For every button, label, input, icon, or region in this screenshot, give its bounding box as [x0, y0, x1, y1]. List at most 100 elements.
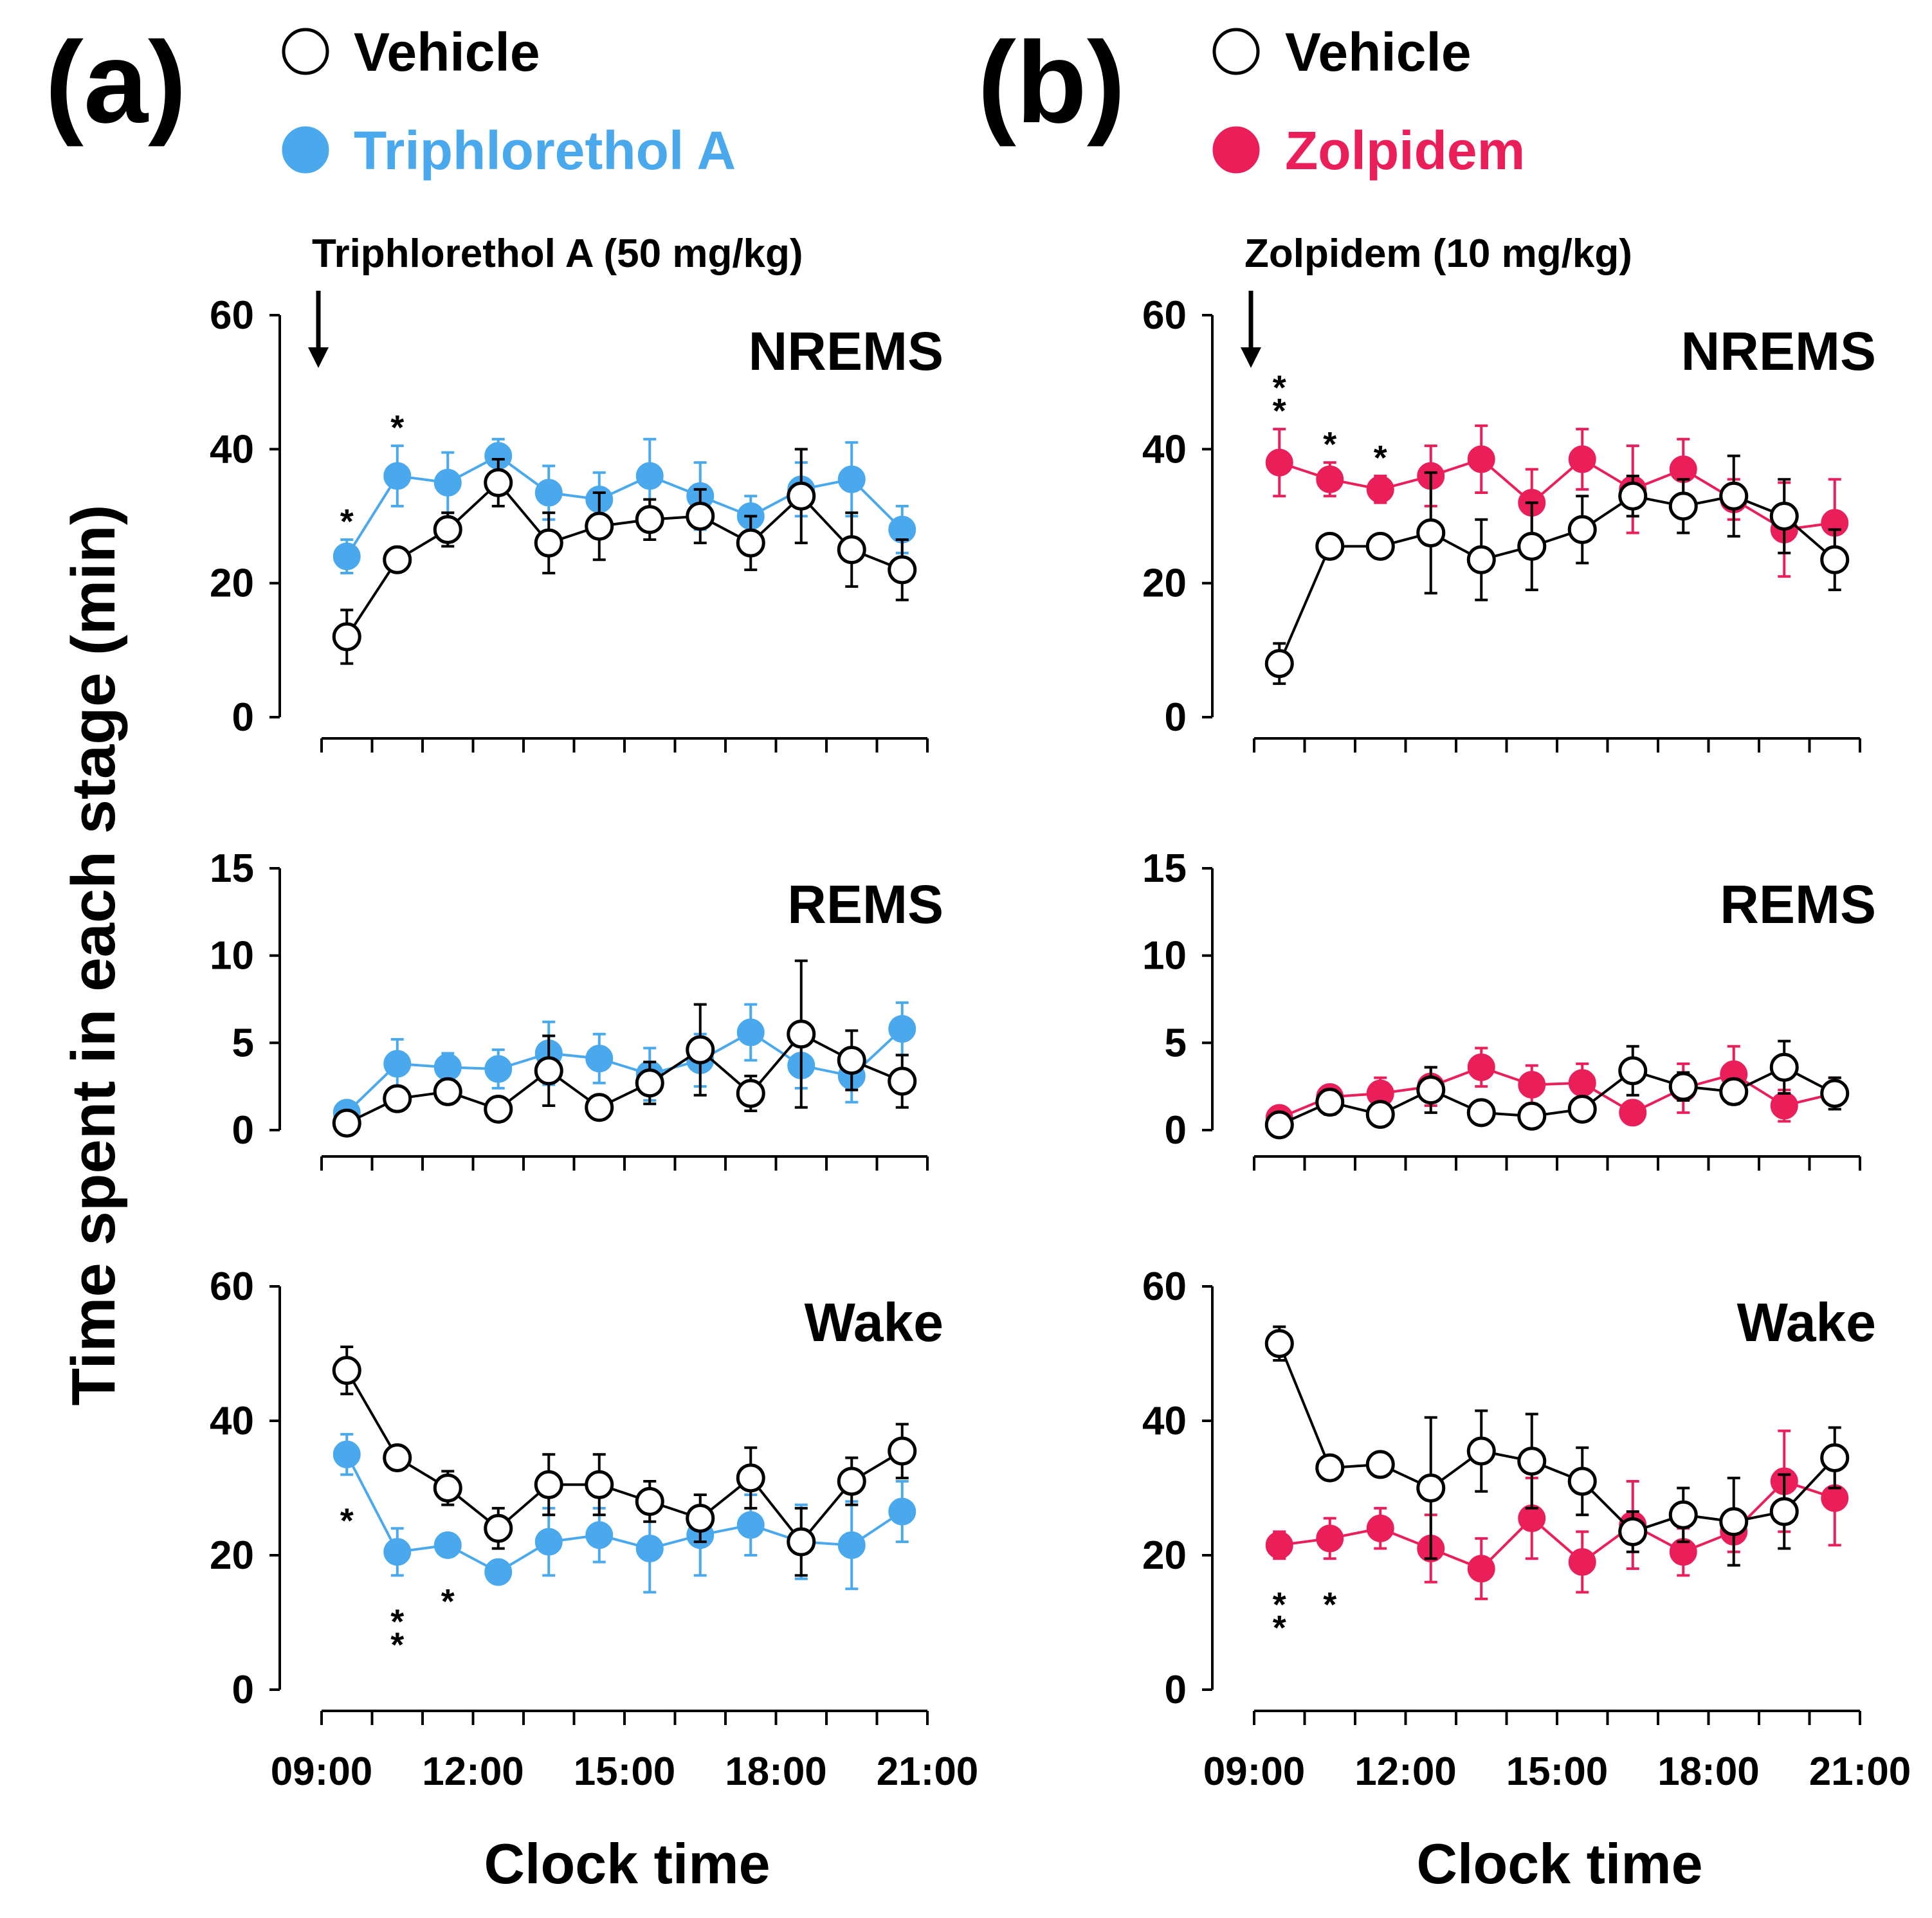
point-vehicle-b-nrems — [1365, 531, 1395, 561]
point-vehicle-a-rems — [383, 1084, 412, 1113]
point-vehicle-a-rems — [787, 1019, 816, 1049]
point-drug-b-rems — [1568, 1069, 1596, 1097]
legend-a-drug-label: Triphlorethol A — [354, 120, 736, 181]
point-vehicle-b-rems — [1365, 1100, 1395, 1129]
point-vehicle-b-nrems — [1618, 481, 1648, 511]
x-tick-label-a: 12:00 — [422, 1749, 524, 1794]
y-tick-label-a-rems: 10 — [210, 934, 254, 978]
point-drug-b-nrems — [1568, 445, 1596, 473]
point-vehicle-b-wake — [1618, 1517, 1648, 1546]
point-vehicle-b-nrems — [1769, 502, 1799, 531]
y-axis-label: Time spent in each stage (min) — [59, 504, 128, 1405]
point-vehicle-a-rems — [484, 1094, 513, 1124]
point-drug-a-nrems — [635, 462, 664, 490]
y-tick-label-a-wake: 0 — [232, 1668, 254, 1712]
point-drug-a-nrems — [383, 462, 412, 490]
y-tick-label-a-wake: 40 — [210, 1399, 254, 1443]
chart-a-nrems: 0 20 40 60 NREMS * * — [210, 293, 943, 753]
y-tick-label-a-nrems: 40 — [210, 427, 254, 471]
panel-a-header: (a) Vehicle Triphlorethol A Triphloretho… — [45, 18, 803, 368]
significance-star-b-nrems: * — [1374, 439, 1387, 477]
significance-star-a-wake: * — [340, 1502, 354, 1540]
point-vehicle-a-wake — [635, 1486, 664, 1516]
series-line-vehicle-a-nrems — [345, 480, 903, 638]
y-tick-label-b-wake: 20 — [1142, 1533, 1187, 1578]
point-vehicle-a-nrems — [585, 511, 614, 541]
point-drug-a-wake — [635, 1535, 664, 1563]
y-tick-label-a-nrems: 20 — [210, 562, 254, 606]
point-drug-b-rems — [1467, 1053, 1495, 1081]
series-line-drug-b-nrems — [1279, 457, 1836, 531]
point-vehicle-b-wake — [1517, 1447, 1547, 1476]
point-drug-b-wake — [1568, 1548, 1596, 1576]
point-vehicle-b-rems — [1416, 1075, 1446, 1105]
point-vehicle-b-rems — [1315, 1088, 1345, 1117]
point-drug-a-wake — [383, 1538, 412, 1566]
significance-star-a-wake: * — [441, 1582, 455, 1621]
point-drug-a-rems — [888, 1015, 916, 1043]
x-tick-label-b: 12:00 — [1354, 1749, 1457, 1794]
point-vehicle-a-wake — [332, 1356, 361, 1385]
y-tick-label-b-rems: 0 — [1165, 1108, 1187, 1153]
series-line-vehicle-b-rems — [1279, 1066, 1836, 1126]
point-vehicle-b-rems — [1567, 1094, 1597, 1124]
legend-b-drug-label: Zolpidem — [1285, 120, 1525, 181]
point-vehicle-b-rems — [1618, 1056, 1648, 1086]
point-vehicle-b-wake — [1719, 1507, 1749, 1537]
point-vehicle-b-wake — [1820, 1443, 1850, 1472]
point-drug-a-wake — [736, 1511, 765, 1539]
point-vehicle-a-nrems — [837, 535, 866, 565]
y-tick-label-a-wake: 20 — [210, 1533, 254, 1578]
point-drug-a-wake — [534, 1528, 563, 1556]
series-line-drug-a-rems — [345, 1028, 904, 1114]
chart-a-rems: 0 5 10 15 REMS — [210, 846, 943, 1171]
point-vehicle-a-nrems — [635, 505, 664, 534]
point-vehicle-b-rems — [1264, 1110, 1294, 1140]
point-drug-b-rems — [1619, 1099, 1647, 1127]
x-tick-label-a: 21:00 — [877, 1749, 979, 1794]
point-vehicle-b-wake — [1365, 1450, 1395, 1479]
point-vehicle-a-wake — [484, 1513, 513, 1543]
point-vehicle-a-nrems — [484, 468, 513, 497]
point-vehicle-b-rems — [1517, 1101, 1547, 1131]
x-tick-label-a: 15:00 — [574, 1749, 676, 1794]
point-drug-a-wake — [484, 1558, 513, 1586]
point-vehicle-a-nrems — [534, 528, 563, 558]
point-vehicle-a-wake — [686, 1504, 715, 1533]
stage-title-a-rems: REMS — [787, 874, 943, 935]
point-drug-a-nrems — [433, 468, 462, 497]
point-drug-a-wake — [888, 1497, 916, 1526]
point-vehicle-a-rems — [635, 1068, 664, 1098]
point-vehicle-a-rems — [585, 1093, 614, 1122]
point-vehicle-b-wake — [1769, 1497, 1799, 1526]
point-vehicle-b-rems — [1719, 1077, 1749, 1106]
panel-b-header: (b) Vehicle Zolpidem Zolpidem (10 mg/kg) — [978, 18, 1632, 368]
significance-star-b-wake: * — [1273, 1609, 1286, 1647]
point-drug-b-nrems — [1467, 445, 1495, 473]
panel-b-letter: (b) — [978, 18, 1125, 147]
y-tick-label-b-wake: 40 — [1142, 1399, 1187, 1443]
point-vehicle-b-nrems — [1416, 518, 1446, 548]
legend-b-vehicle-label: Vehicle — [1285, 22, 1472, 82]
y-tick-label-b-nrems: 0 — [1165, 695, 1187, 740]
point-vehicle-a-wake — [888, 1436, 917, 1466]
point-drug-b-nrems — [1366, 475, 1394, 504]
point-drug-a-wake — [433, 1531, 462, 1559]
x-tick-label-a: 09:00 — [271, 1749, 373, 1794]
y-tick-label-b-wake: 60 — [1142, 1265, 1187, 1309]
point-drug-b-wake — [1467, 1555, 1495, 1583]
point-vehicle-a-wake — [534, 1470, 563, 1499]
point-vehicle-b-nrems — [1264, 649, 1294, 679]
point-vehicle-a-rems — [686, 1035, 715, 1064]
x-tick-label-b: 09:00 — [1203, 1749, 1306, 1794]
y-tick-label-b-nrems: 40 — [1142, 427, 1187, 471]
significance-star-b-nrems: * — [1273, 369, 1286, 407]
point-vehicle-a-nrems — [383, 545, 412, 574]
stage-title-b-wake: Wake — [1737, 1292, 1876, 1353]
x-tick-label-a: 18:00 — [725, 1749, 827, 1794]
point-vehicle-a-rems — [433, 1077, 462, 1106]
legend-a-vehicle-marker — [282, 28, 329, 75]
point-drug-a-wake — [585, 1521, 614, 1549]
